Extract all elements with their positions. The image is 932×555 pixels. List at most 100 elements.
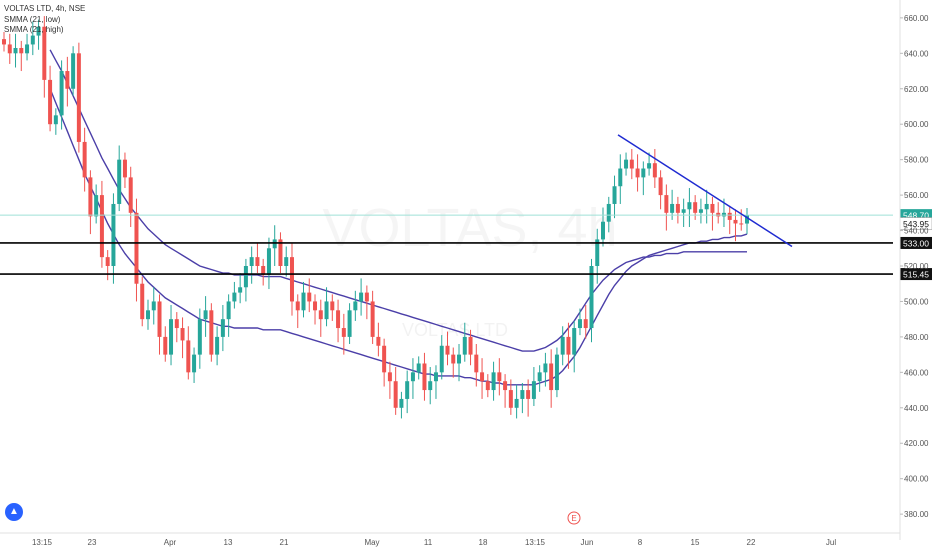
candle-body — [232, 292, 237, 302]
y-tick-label: 400.00 — [904, 475, 929, 484]
candle-body — [439, 345, 444, 373]
price-label-bg — [900, 268, 932, 281]
candle-body — [238, 287, 243, 293]
price-label: 533.00 — [903, 238, 929, 248]
x-tick-label: 21 — [280, 538, 289, 547]
candle-body — [658, 177, 663, 196]
candle-body — [739, 223, 744, 225]
candle-body — [163, 336, 168, 355]
x-tick-label: 23 — [88, 538, 97, 547]
candle-body — [364, 292, 369, 302]
candle-body — [710, 203, 715, 213]
candle-body — [520, 390, 525, 399]
candle-body — [727, 212, 732, 220]
candle-body — [480, 372, 485, 382]
candle-body — [226, 301, 231, 320]
candle-body — [474, 354, 479, 373]
price-label: 548.70 — [903, 211, 929, 221]
candle-body — [716, 212, 721, 217]
trendline — [617, 134, 793, 248]
candle-body — [215, 336, 220, 355]
y-tick-label: 480.00 — [904, 333, 929, 342]
y-tick-label: 440.00 — [904, 404, 929, 413]
tradingview-logo-icon[interactable]: ▲ — [5, 503, 23, 521]
candle-body — [99, 195, 104, 258]
candle-body — [612, 186, 617, 204]
candle-body — [618, 168, 623, 187]
candle-body — [65, 71, 70, 89]
candle-body — [704, 203, 709, 210]
candle-body — [721, 212, 726, 217]
candle-body — [526, 390, 531, 399]
candle-body — [192, 354, 197, 373]
candle-body — [284, 257, 289, 266]
candle-body — [370, 301, 375, 337]
candle-body — [675, 203, 680, 213]
candle-body — [514, 398, 519, 408]
candle-body — [313, 301, 318, 311]
candle-body — [122, 159, 127, 178]
price-label: 543.95 — [903, 219, 929, 229]
candle-body — [664, 195, 669, 213]
candle-body — [629, 159, 634, 169]
candle-body — [94, 195, 99, 217]
candle-body — [324, 301, 329, 320]
candle-body — [589, 266, 594, 329]
candle-body — [635, 168, 640, 178]
y-tick-label: 500.00 — [904, 297, 929, 306]
y-tick-label: 620.00 — [904, 85, 929, 94]
watermark-ticker: VOLTAS, 4h — [322, 198, 617, 258]
candle-body — [261, 266, 266, 275]
candle-body — [393, 381, 398, 408]
candle-body — [485, 381, 490, 391]
candle-body — [105, 257, 110, 266]
candle-body — [347, 310, 352, 337]
candle-body — [197, 319, 202, 355]
candle-body — [652, 163, 657, 178]
candle-body — [289, 257, 294, 302]
x-tick-label: Apr — [164, 538, 177, 547]
smma-high-line — [49, 49, 747, 352]
candle-body — [491, 372, 496, 391]
candle-body — [266, 248, 271, 275]
candle-body — [48, 79, 53, 125]
candle-body — [25, 44, 30, 54]
candle-body — [531, 381, 536, 399]
x-tick-label: Jun — [581, 538, 594, 547]
candle-body — [577, 319, 582, 329]
candle-body — [508, 390, 513, 408]
candle-body — [451, 354, 456, 364]
candle-body — [186, 340, 191, 373]
candle-body — [2, 39, 6, 45]
candle-body — [428, 381, 433, 391]
candle-body — [272, 239, 277, 249]
candle-body — [71, 53, 76, 89]
candle-body — [111, 203, 116, 266]
x-tick-label: 15 — [691, 538, 700, 547]
y-tick-label: 540.00 — [904, 227, 929, 236]
candle-body — [243, 266, 248, 288]
smma-low-line — [49, 88, 748, 386]
candle-body — [433, 372, 438, 382]
candle-body — [733, 219, 738, 224]
y-tick-label: 640.00 — [904, 49, 929, 58]
candle-body — [140, 283, 145, 320]
y-tick-label: 520.00 — [904, 262, 929, 271]
candle-body — [595, 239, 600, 266]
candle-body — [387, 372, 392, 382]
x-tick-label: 13 — [224, 538, 233, 547]
candle-body — [468, 336, 473, 355]
candle-body — [220, 319, 225, 337]
candle-body — [601, 221, 606, 240]
candle-body — [554, 354, 559, 391]
candle-body — [376, 336, 381, 346]
candle-body — [145, 310, 150, 320]
candle-body — [410, 372, 415, 382]
candle-body — [422, 363, 427, 391]
candle-body — [549, 363, 554, 391]
candle-body — [255, 257, 260, 266]
candle-body — [503, 381, 508, 391]
candle-body — [624, 159, 629, 169]
